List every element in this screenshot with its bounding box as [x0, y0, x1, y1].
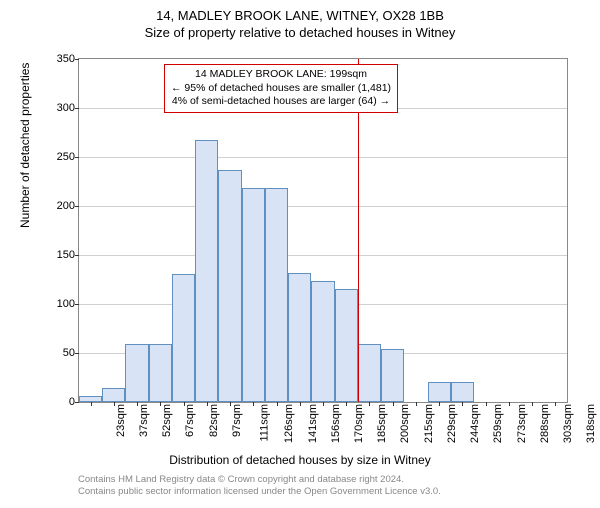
xtick-label: 215sqm [423, 404, 435, 443]
xtick-mark [184, 402, 185, 406]
xtick-mark [91, 402, 92, 406]
chart-title: 14, MADLEY BROOK LANE, WITNEY, OX28 1BB [0, 8, 600, 23]
xtick-label: 52sqm [161, 404, 173, 437]
ytick-mark [75, 108, 79, 109]
ytick-label: 350 [47, 53, 75, 65]
ytick-label: 250 [47, 151, 75, 163]
xtick-mark [393, 402, 394, 406]
histogram-bar [311, 281, 334, 402]
histogram-bar [335, 289, 358, 402]
xtick-mark [300, 402, 301, 406]
xtick-label: 185sqm [376, 404, 388, 443]
xtick-mark [555, 402, 556, 406]
xtick-mark [532, 402, 533, 406]
xtick-label: 67sqm [184, 404, 196, 437]
gridline [79, 255, 567, 256]
xtick-mark [137, 402, 138, 406]
xtick-label: 200sqm [400, 404, 412, 443]
xtick-mark [277, 402, 278, 406]
histogram-bar [218, 170, 241, 402]
xtick-label: 244sqm [469, 404, 481, 443]
histogram-bar [149, 344, 172, 402]
xtick-mark [207, 402, 208, 406]
xtick-mark [230, 402, 231, 406]
ytick-mark [75, 157, 79, 158]
ytick-mark [75, 304, 79, 305]
xtick-mark [323, 402, 324, 406]
footer-line1: Contains HM Land Registry data © Crown c… [78, 474, 441, 486]
xtick-mark [369, 402, 370, 406]
gridline [79, 206, 567, 207]
xtick-label: 229sqm [446, 404, 458, 443]
xtick-label: 288sqm [539, 404, 551, 443]
ytick-mark [75, 353, 79, 354]
y-axis-label: Number of detached properties [18, 63, 32, 228]
xtick-mark [253, 402, 254, 406]
xtick-label: 82sqm [208, 404, 220, 437]
gridline [79, 157, 567, 158]
histogram-bar [125, 344, 148, 402]
ytick-label: 150 [47, 249, 75, 261]
xtick-label: 318sqm [586, 404, 598, 443]
ytick-label: 0 [47, 396, 75, 408]
xtick-mark [416, 402, 417, 406]
histogram-bar [265, 188, 288, 402]
xtick-mark [346, 402, 347, 406]
histogram-bar [242, 188, 265, 402]
histogram-bar [288, 273, 311, 402]
histogram-bar [451, 382, 474, 402]
annotation-line: 4% of semi-detached houses are larger (6… [171, 95, 391, 109]
xtick-mark [114, 402, 115, 406]
xtick-mark [486, 402, 487, 406]
xtick-mark [439, 402, 440, 406]
xtick-label: 141sqm [307, 404, 319, 443]
histogram-bar [172, 274, 195, 402]
chart-subtitle: Size of property relative to detached ho… [0, 25, 600, 40]
ytick-label: 50 [47, 347, 75, 359]
footer-line2: Contains public sector information licen… [78, 486, 441, 498]
xtick-mark [509, 402, 510, 406]
xtick-label: 259sqm [493, 404, 505, 443]
ytick-label: 300 [47, 102, 75, 114]
xtick-mark [160, 402, 161, 406]
ytick-label: 200 [47, 200, 75, 212]
xtick-mark [462, 402, 463, 406]
histogram-bar [428, 382, 451, 402]
footer-attribution: Contains HM Land Registry data © Crown c… [0, 474, 473, 498]
ytick-mark [75, 206, 79, 207]
xtick-label: 156sqm [330, 404, 342, 443]
ytick-mark [75, 402, 79, 403]
histogram-chart: 05010015020025030035023sqm37sqm52sqm67sq… [78, 58, 568, 403]
ytick-mark [75, 59, 79, 60]
xtick-label: 303sqm [562, 404, 574, 443]
histogram-bar [381, 349, 404, 402]
xtick-label: 273sqm [516, 404, 528, 443]
xtick-label: 37sqm [138, 404, 150, 437]
xtick-label: 97sqm [231, 404, 243, 437]
ytick-label: 100 [47, 298, 75, 310]
histogram-bar [195, 140, 218, 402]
xtick-label: 170sqm [353, 404, 365, 443]
ytick-mark [75, 255, 79, 256]
annotation-box: 14 MADLEY BROOK LANE: 199sqm← 95% of det… [164, 64, 398, 113]
x-axis-label: Distribution of detached houses by size … [0, 453, 600, 467]
xtick-label: 23sqm [115, 404, 127, 437]
annotation-line: ← 95% of detached houses are smaller (1,… [171, 82, 391, 96]
xtick-label: 111sqm [259, 404, 271, 442]
histogram-bar [358, 344, 381, 402]
xtick-label: 126sqm [283, 404, 295, 443]
histogram-bar [102, 388, 125, 402]
annotation-line: 14 MADLEY BROOK LANE: 199sqm [171, 68, 391, 82]
